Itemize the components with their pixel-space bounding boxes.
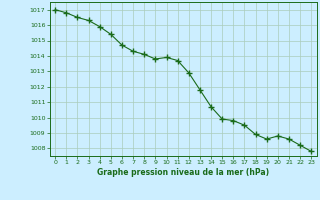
X-axis label: Graphe pression niveau de la mer (hPa): Graphe pression niveau de la mer (hPa)	[97, 168, 269, 177]
